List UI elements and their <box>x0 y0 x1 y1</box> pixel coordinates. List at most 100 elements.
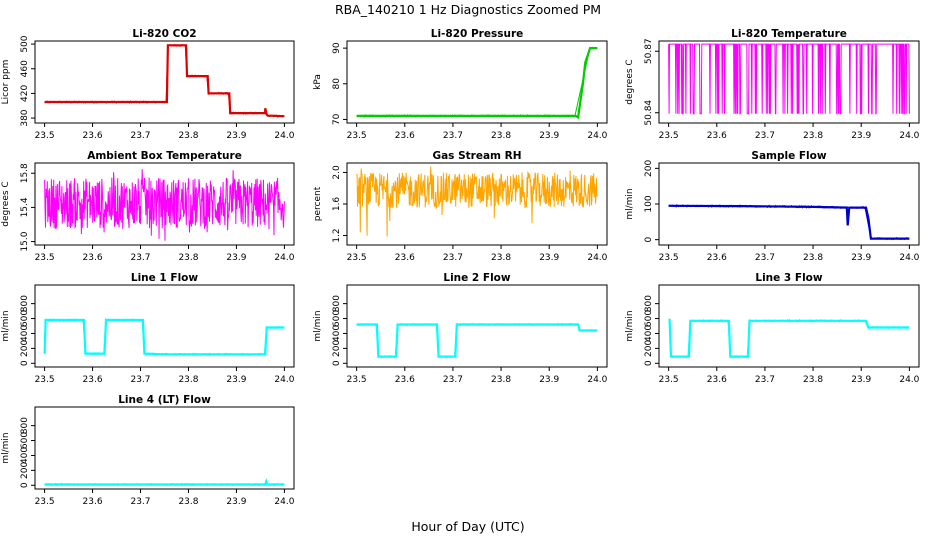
x-tick-label: 23.6 <box>395 253 415 263</box>
x-tick-label: 23.8 <box>178 253 198 263</box>
x-tick-label: 24.0 <box>274 375 294 385</box>
x-tick-label: 23.7 <box>443 253 463 263</box>
x-tick-label: 23.9 <box>851 375 871 385</box>
x-tick-label: 24.0 <box>587 375 607 385</box>
panel-title: Line 3 Flow <box>755 272 822 284</box>
panel-title: Gas Stream RH <box>432 150 521 162</box>
x-tick-label: 23.9 <box>851 131 871 141</box>
x-tick-label: 23.6 <box>83 253 103 263</box>
y-tick-label: 600 <box>20 432 30 449</box>
x-tick-label: 23.6 <box>395 375 415 385</box>
x-tick-label: 23.9 <box>851 253 871 263</box>
x-tick-label: 23.9 <box>226 253 246 263</box>
y-tick-label: 0 <box>644 237 654 243</box>
y-tick-label: 200 <box>644 340 654 357</box>
plot-frame <box>346 40 608 124</box>
y-axis-label: ml/min <box>1 310 11 341</box>
x-tick-label: 23.6 <box>707 375 727 385</box>
y-tick-label: 15.0 <box>20 231 30 251</box>
series-noise <box>356 46 597 118</box>
panel-rh: Gas Stream RH percent 23.5 23.6 23.7 23.8 23.9… <box>313 150 608 263</box>
x-tick-label: 23.6 <box>395 131 415 141</box>
y-tick-label: 200 <box>644 159 654 176</box>
x-tick-label: 23.7 <box>755 131 775 141</box>
y-tick-label: 0 <box>644 360 654 366</box>
panel-title: Line 4 (LT) Flow <box>118 394 211 406</box>
series-licor_temp <box>668 43 910 115</box>
y-tick-label: 500 <box>20 35 30 52</box>
y-tick-label: 15.8 <box>20 163 30 183</box>
series-sample_flow <box>668 203 910 241</box>
series-line <box>668 43 910 115</box>
series-noise <box>44 482 284 487</box>
x-tick-label: 24.0 <box>899 131 919 141</box>
panel-sample_flow: Sample Flow ml/min 23.5 23.6 23.7 23.8 23.9 24.… <box>625 150 920 263</box>
series-line <box>356 166 598 237</box>
x-tick-label: 23.7 <box>130 497 150 507</box>
series-noise <box>356 322 597 359</box>
x-tick-label: 23.5 <box>35 375 55 385</box>
panel-title: Line 2 Flow <box>443 272 510 284</box>
y-tick-label: 2.0 <box>332 165 342 180</box>
x-tick-label: 23.5 <box>347 253 367 263</box>
panel-title: Sample Flow <box>751 150 826 162</box>
plot-frame <box>34 162 295 246</box>
figure-title: RBA_140210 1 Hz Diagnostics Zoomed PM <box>335 2 601 17</box>
y-tick-label: 50.84 <box>644 100 654 126</box>
series-line4 <box>44 477 285 487</box>
series-line2 <box>356 322 598 359</box>
plot-frame <box>346 162 608 246</box>
panel-title: Line 1 Flow <box>131 272 198 284</box>
series-line <box>43 318 285 356</box>
series-noise <box>668 203 909 241</box>
y-axis-label: degrees C <box>625 59 635 104</box>
x-tick-label: 23.8 <box>803 375 823 385</box>
y-tick-label: 800 <box>644 295 654 312</box>
x-tick-label: 23.6 <box>83 375 103 385</box>
plot-frame <box>658 284 920 368</box>
y-tick-label: 15.4 <box>20 197 30 217</box>
x-tick-label: 23.6 <box>83 131 103 141</box>
x-tick-label: 23.6 <box>707 253 727 263</box>
y-tick-label: 400 <box>20 447 30 464</box>
x-tick-label: 23.5 <box>347 375 367 385</box>
x-tick-label: 23.5 <box>659 375 679 385</box>
y-tick-label: 200 <box>332 340 342 357</box>
x-tick-label: 23.9 <box>539 375 559 385</box>
y-tick-label: 0 <box>20 360 30 366</box>
x-tick-label: 23.5 <box>347 131 367 141</box>
x-tick-label: 24.0 <box>274 131 294 141</box>
figure-x-axis-label: Hour of Day (UTC) <box>411 519 524 534</box>
series-rh <box>356 166 598 237</box>
y-tick-label: 80 <box>332 78 342 90</box>
y-tick-label: 800 <box>20 295 30 312</box>
panel-title: Li-820 CO2 <box>132 28 196 40</box>
panel-licor_temp: Li-820 Temperature degrees C 23.5 23.6 23.7 2… <box>625 28 920 141</box>
x-tick-label: 23.5 <box>35 131 55 141</box>
y-axis-label: ml/min <box>625 188 635 219</box>
y-tick-label: 0 <box>20 482 30 488</box>
y-tick-label: 50.87 <box>644 38 654 64</box>
y-tick-label: 200 <box>20 462 30 479</box>
y-tick-label: 400 <box>20 325 30 342</box>
series-line1 <box>43 317 285 357</box>
y-tick-label: 0 <box>332 360 342 366</box>
y-tick-label: 1.6 <box>332 197 342 212</box>
x-tick-label: 23.7 <box>443 131 463 141</box>
y-tick-label: 800 <box>332 295 342 312</box>
x-tick-label: 23.8 <box>803 131 823 141</box>
x-tick-label: 23.8 <box>491 375 511 385</box>
series-noise <box>668 318 909 360</box>
x-tick-label: 23.7 <box>755 375 775 385</box>
y-tick-label: 600 <box>20 310 30 327</box>
y-axis-label: degrees C <box>1 181 11 226</box>
y-tick-label: 1.2 <box>332 228 342 242</box>
y-axis-label: ml/min <box>313 310 323 341</box>
y-tick-label: 460 <box>20 60 30 77</box>
x-tick-label: 23.5 <box>659 253 679 263</box>
panel-pressure: Li-820 Pressure kPa 23.5 23.6 23.7 23.8 23.9 24… <box>313 28 608 141</box>
x-tick-label: 23.7 <box>130 131 150 141</box>
plot-frame <box>34 284 295 368</box>
x-tick-label: 23.7 <box>443 375 463 385</box>
y-axis-label: ml/min <box>625 310 635 341</box>
